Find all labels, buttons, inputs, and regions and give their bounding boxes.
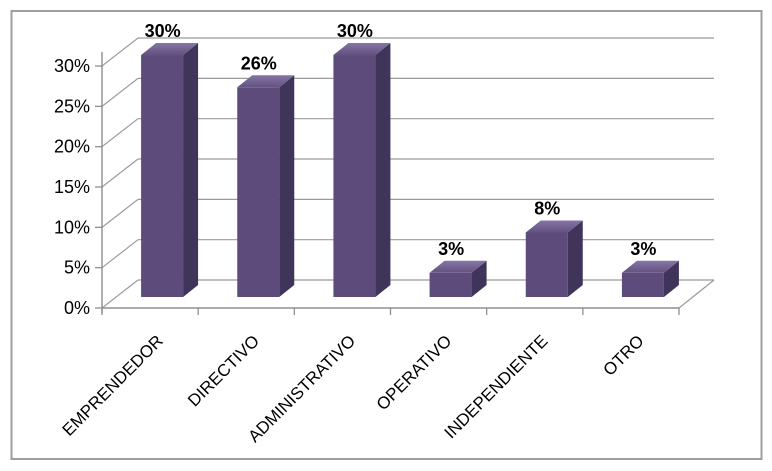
y-tick-label: 30% [54,56,90,76]
y-tick-label: 10% [54,217,90,237]
y-tick-label: 5% [64,258,90,278]
bar-front-face [525,232,568,297]
bar-data-label: 3% [438,239,464,259]
bar-data-label: 30% [337,21,373,41]
y-tick-label: 20% [54,137,90,157]
y-tick-label: 15% [54,177,90,197]
gridline-depth-segment [101,198,139,228]
bar-front-face [429,272,472,297]
y-tick-label: 25% [54,96,90,116]
y-tick-label: 0% [64,298,90,318]
bar-top-face [141,43,199,56]
bar-data-label: 26% [241,53,277,73]
bar-side-face [375,43,391,297]
gridline-depth-segment [101,239,139,269]
bar-data-label: 8% [534,198,560,218]
bar-side-face [567,220,583,297]
bar-top-face [429,260,487,273]
gridline-depth-segment [101,158,139,188]
gridline-depth-segment [101,77,139,107]
bar-side-face [471,260,487,297]
bar-side-face [279,75,295,297]
bar-data-label: 30% [145,21,181,41]
bar-top-face [237,75,295,88]
bar-front-face [141,55,184,297]
bar-top-face [621,260,679,273]
bar-front-face [333,55,376,297]
bar-data-label: 3% [630,239,656,259]
bar-top-face [525,220,583,233]
bar-top-face [333,43,391,56]
gridline-depth-segment [101,37,139,67]
bar-front-face [621,272,664,297]
bar-side-face [183,43,199,297]
bar-side-face [663,260,679,297]
floor-right-depth-edge [678,279,715,309]
gridline-depth-segment [101,279,139,309]
bar-front-face [237,87,280,297]
gridline-depth-segment [101,118,139,148]
